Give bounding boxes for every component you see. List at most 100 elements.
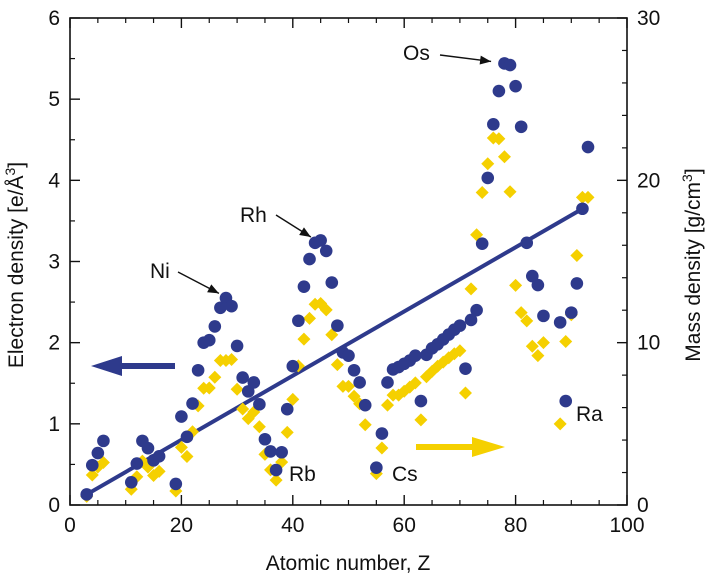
mass-density-point (531, 349, 545, 363)
mass-density-point (514, 306, 528, 320)
mass-density-point (358, 418, 372, 432)
electron-density-point (475, 237, 489, 250)
electron-density-point (537, 309, 550, 323)
electron-density-point (186, 397, 199, 410)
electron-density-point (370, 461, 383, 474)
electron-density-point (509, 79, 522, 93)
x-tick-label: 60 (393, 514, 416, 537)
mass-density-point (492, 132, 506, 146)
electron-density-point (141, 441, 155, 455)
arrow-rh-head (299, 227, 311, 238)
right-axis-arrow-head (472, 437, 505, 457)
electron-density-point (169, 477, 183, 491)
electron-density-point (581, 140, 595, 154)
electron-density-point (414, 394, 428, 408)
mass-density-point (475, 186, 489, 200)
mass-density-point (581, 190, 595, 204)
y-right-tick-label: 30 (637, 7, 660, 30)
y-right-tick-label: 10 (637, 332, 660, 355)
y-left-tick-label: 1 (48, 413, 60, 436)
electron-density-point (331, 319, 344, 332)
electron-density-point (202, 333, 216, 347)
electron-density-point (236, 371, 249, 384)
mass-density-point (553, 417, 567, 431)
electron-density-point (292, 314, 305, 328)
mass-density-point (286, 392, 300, 406)
electron-density-point (459, 362, 472, 375)
mass-density-point (559, 335, 573, 349)
electron-density-point (91, 446, 105, 460)
electron-density-point (130, 457, 144, 470)
electron-density-point (314, 234, 327, 247)
mass-density-point (230, 382, 244, 396)
electron-density-point (347, 363, 361, 377)
electron-density-point (97, 434, 110, 448)
x-tick-label: 40 (281, 514, 304, 537)
electron-density-point (570, 277, 584, 290)
y-left-tick-label: 6 (48, 7, 60, 30)
x-tick-label: 0 (64, 514, 76, 537)
mass-density-point (414, 413, 428, 427)
electron-density-point (342, 349, 355, 362)
mass-density-point (319, 303, 333, 317)
mass-density-point (236, 402, 250, 416)
electron-density-point (269, 463, 283, 477)
mass-density-point (152, 464, 166, 478)
electron-density-point (492, 84, 506, 98)
electron-density-point (531, 278, 545, 292)
electron-density-point (319, 244, 333, 258)
electron-density-point (208, 320, 222, 333)
mass-density-point (174, 440, 188, 454)
mass-density-point (202, 381, 216, 395)
y-left-tick-label: 0 (48, 494, 60, 517)
mass-density-point (380, 398, 394, 412)
electron-density-point (275, 445, 288, 459)
electron-density-point (152, 450, 166, 463)
electron-density-series (80, 57, 595, 501)
electron-density-point (191, 363, 205, 377)
electron-density-point (264, 445, 277, 458)
electron-density-point (247, 376, 261, 389)
annotations: Os Rh Ni Rb Cs Ra (150, 42, 603, 486)
mass-density-point (225, 353, 239, 367)
mass-density-point (458, 386, 472, 400)
mass-density-point (303, 311, 317, 325)
mass-density-series (80, 131, 595, 503)
mass-density-point (453, 344, 467, 358)
y-left-tick-label: 5 (48, 88, 60, 111)
electron-density-point (297, 280, 311, 293)
electron-density-point (503, 58, 517, 72)
mass-density-point (509, 278, 523, 292)
electron-density-point (464, 313, 478, 327)
annotation-ra: Ra (576, 403, 603, 426)
mass-density-point (180, 449, 194, 463)
mass-density-point (464, 282, 478, 296)
mass-density-point (342, 379, 355, 393)
electron-density-point (325, 276, 339, 289)
electron-density-point (453, 319, 467, 332)
mass-density-point (252, 420, 266, 434)
electron-density-point (520, 236, 534, 250)
y-left-tick-label: 3 (48, 251, 60, 274)
y-axis-right: 0 10 20 30 (617, 7, 660, 517)
x-tick-label: 80 (504, 514, 527, 537)
mass-density-point (347, 389, 361, 403)
mass-density-point (570, 248, 584, 262)
y-right-tick-label: 20 (637, 169, 660, 192)
electron-density-point (80, 488, 94, 501)
y-axis-left-title: Electron density [e/Å3] (2, 162, 28, 368)
trend-line (85, 207, 584, 497)
electron-density-point (253, 398, 266, 411)
annotation-cs: Cs (392, 463, 418, 486)
axis-arrows (91, 356, 505, 457)
arrow-os-head (479, 55, 492, 65)
x-axis: 0 20 40 60 80 100 (64, 18, 645, 537)
mass-density-point (330, 358, 344, 372)
electron-density-point (514, 120, 528, 134)
y-left-tick-label: 2 (48, 332, 60, 355)
electron-density-point (487, 118, 500, 131)
mass-density-point (375, 441, 389, 455)
mass-density-point (280, 425, 294, 439)
y-axis-right-title: Mass density [g/cm3] (679, 168, 705, 361)
